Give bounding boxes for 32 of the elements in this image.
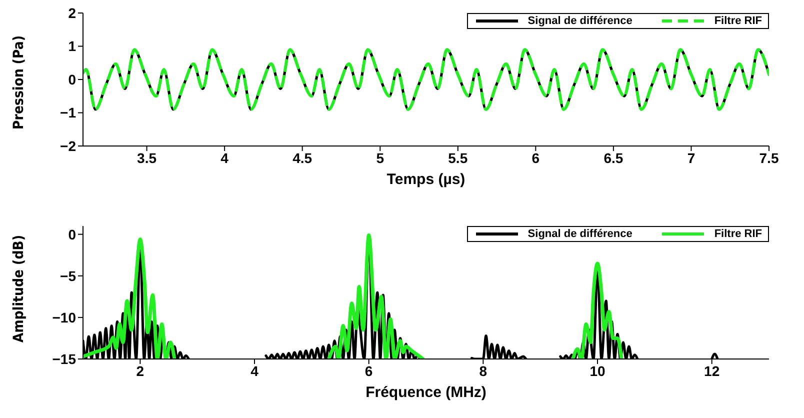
x-tick-label: 12: [704, 362, 720, 379]
x-tick-label: 6: [532, 150, 540, 166]
y-axis-title: Amplitude (dB): [10, 234, 27, 342]
x-tick-label: 3.5: [137, 150, 157, 166]
y-tick-label: 1: [68, 38, 76, 54]
x-axis-title: Fréquence (MHz): [366, 384, 486, 401]
x-tick-label: 4: [250, 362, 259, 379]
x-tick-label: 7: [687, 150, 696, 166]
y-tick-label: 0: [68, 226, 76, 242]
y-tick-label: 0: [68, 71, 76, 88]
x-tick-label: 5: [376, 150, 384, 166]
legend-label: Signal de différence: [528, 15, 632, 27]
y-tick-label: 2: [68, 4, 76, 21]
x-tick-label: 6: [364, 362, 373, 379]
x-tick-label: 10: [590, 362, 606, 379]
legend-label: Filtre RIF: [714, 15, 762, 27]
y-tick-label: −10: [52, 309, 76, 326]
y-tick-label: −2: [60, 138, 76, 154]
x-tick-label: 4.5: [292, 150, 312, 166]
x-tick-label: 4: [220, 150, 229, 166]
x-tick-label: 5.5: [448, 150, 468, 166]
legend-label: Filtre RIF: [714, 228, 762, 240]
y-tick-label: −5: [60, 268, 76, 284]
x-axis-title: Temps (µs): [386, 171, 466, 188]
x-tick-label: 8: [479, 362, 488, 379]
y-tick-label: −1: [60, 104, 76, 121]
y-axis-title: Pression (Pa): [10, 35, 27, 130]
legend-label: Signal de différence: [528, 228, 632, 240]
y-tick-label: −15: [52, 350, 76, 367]
x-tick-label: 6.5: [604, 150, 624, 166]
x-tick-label: 7.5: [759, 150, 779, 166]
x-tick-label: 2: [136, 362, 144, 379]
